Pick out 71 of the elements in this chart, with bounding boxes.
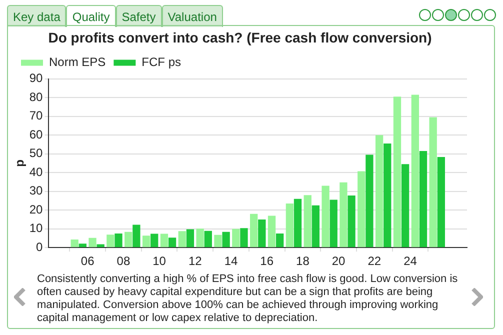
bar (178, 231, 186, 248)
bar (429, 117, 437, 248)
bar (142, 236, 150, 248)
text: Valuation (162, 5, 223, 27)
bar (78, 244, 86, 248)
y-tick-label: 50 (29, 146, 44, 160)
bar (160, 234, 168, 248)
bar (88, 238, 96, 248)
bar (96, 244, 104, 248)
bar (358, 171, 366, 248)
y-tick-label: 40 (29, 164, 44, 179)
y-tick-label: 60 (29, 127, 44, 142)
bar (348, 195, 356, 248)
bar (240, 228, 248, 248)
bar (322, 186, 330, 248)
bar (304, 195, 312, 248)
text: Key data (7, 5, 66, 27)
bar (312, 205, 320, 248)
bar (214, 234, 222, 248)
bar (419, 151, 428, 248)
bar (366, 154, 374, 248)
y-tick-label: 30 (29, 184, 44, 198)
y-tick-label: 10 (29, 221, 44, 236)
bar (268, 216, 276, 248)
bar (186, 229, 194, 248)
bar (204, 230, 212, 248)
bar (340, 182, 348, 248)
bar (132, 224, 140, 248)
x-tick-label: 14 (224, 254, 238, 268)
bar (384, 144, 392, 248)
bar (258, 219, 266, 248)
y-axis-title: p (12, 160, 27, 167)
text: Quality (66, 5, 116, 27)
bar (375, 135, 384, 248)
y-tick-label: 0 (36, 240, 44, 254)
bar (168, 238, 176, 248)
bar (150, 234, 158, 248)
x-tick-label: 08 (116, 254, 130, 268)
legend-label: Norm EPS (49, 55, 106, 70)
bar (106, 234, 114, 248)
bar (393, 96, 402, 248)
x-tick-label: 10 (152, 254, 166, 268)
bar (294, 198, 302, 248)
x-tick-label: 18 (296, 254, 310, 268)
bar (70, 240, 78, 248)
x-tick-label: 16 (260, 254, 274, 268)
bar (401, 164, 410, 248)
bar (232, 228, 240, 248)
bar (250, 214, 258, 248)
bar (437, 157, 445, 248)
y-tick-label: 90 (29, 71, 44, 86)
y-tick-label: 20 (29, 202, 44, 216)
text: Consistently converting a high % of EPS into free cash flow is good. Low conversion is often caused by heavy capital expenditure but can be a sign that profits are being manipulated. Conversion above 100% can be achieved through improving working capital management or low capex relative to depreciation. (37, 273, 459, 325)
y-tick-label: 80 (29, 90, 44, 104)
x-tick-label: 22 (368, 254, 382, 268)
bar (196, 228, 204, 248)
bar (222, 232, 230, 248)
x-tick-label: 06 (80, 254, 95, 268)
legend-label: FCF ps (142, 55, 182, 70)
x-tick-label: 12 (188, 254, 202, 268)
chart-title: Do profits convert into cash? (Free cash flow conversion) (48, 29, 432, 46)
y-tick-label: 70 (29, 108, 44, 123)
text: Safety (116, 5, 162, 27)
bar (114, 234, 122, 248)
bar (276, 234, 284, 248)
bar (411, 94, 419, 248)
bar (124, 232, 132, 248)
bar (330, 200, 338, 248)
x-tick-label: 24 (404, 254, 418, 268)
x-tick-label: 20 (332, 254, 346, 268)
bar (286, 204, 294, 248)
